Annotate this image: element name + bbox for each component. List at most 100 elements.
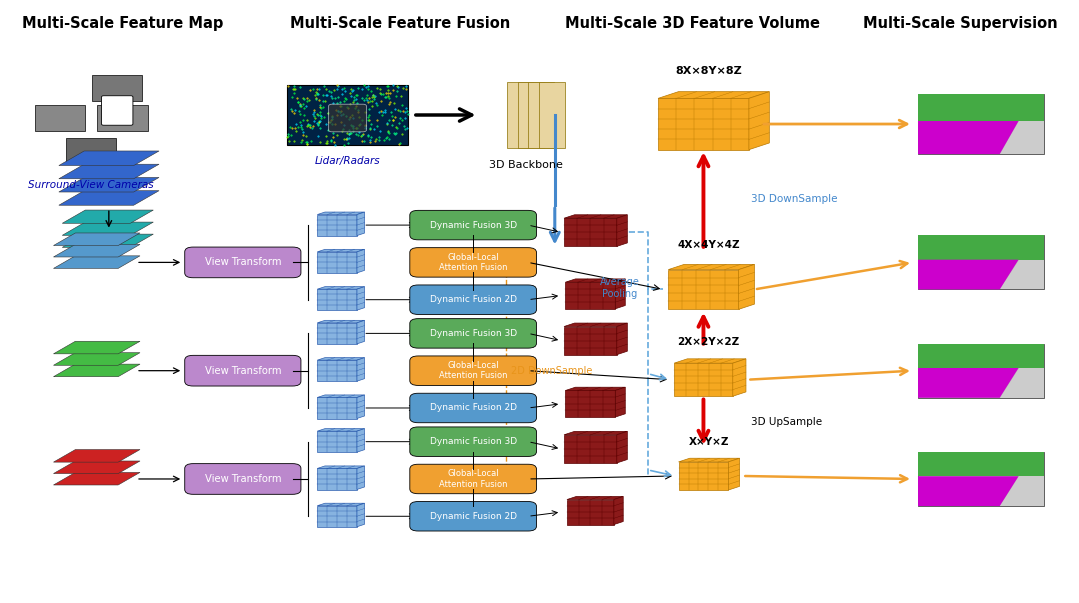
Polygon shape: [54, 461, 140, 473]
FancyBboxPatch shape: [538, 82, 564, 148]
Text: Dynamic Fusion 2D: Dynamic Fusion 2D: [429, 512, 517, 521]
Text: Global-Local
Attention Fusion: Global-Local Attention Fusion: [439, 469, 507, 488]
Text: 3D UpSample: 3D UpSample: [751, 417, 822, 427]
Polygon shape: [357, 429, 365, 452]
Polygon shape: [54, 450, 140, 462]
FancyBboxPatch shape: [518, 82, 544, 148]
FancyBboxPatch shape: [918, 344, 1043, 398]
Polygon shape: [357, 286, 365, 310]
Polygon shape: [728, 458, 739, 490]
FancyBboxPatch shape: [92, 75, 142, 101]
Polygon shape: [63, 234, 153, 247]
FancyBboxPatch shape: [185, 247, 301, 278]
Polygon shape: [317, 469, 357, 490]
Polygon shape: [679, 462, 728, 490]
Polygon shape: [615, 279, 625, 309]
Polygon shape: [317, 466, 365, 469]
FancyBboxPatch shape: [35, 106, 85, 131]
FancyBboxPatch shape: [410, 393, 536, 423]
Polygon shape: [63, 210, 153, 223]
Polygon shape: [317, 358, 365, 360]
FancyBboxPatch shape: [918, 235, 1043, 289]
Polygon shape: [317, 360, 357, 381]
Polygon shape: [357, 504, 365, 527]
Polygon shape: [918, 121, 1019, 154]
Polygon shape: [565, 282, 615, 309]
Text: Global-Local
Attention Fusion: Global-Local Attention Fusion: [439, 361, 507, 380]
Text: 8X×8Y×8Z: 8X×8Y×8Z: [675, 66, 742, 75]
Polygon shape: [566, 499, 614, 525]
Text: Dynamic Fusion 2D: Dynamic Fusion 2D: [429, 295, 517, 304]
Polygon shape: [317, 429, 365, 431]
Polygon shape: [918, 368, 1019, 398]
FancyBboxPatch shape: [66, 139, 117, 164]
FancyBboxPatch shape: [410, 318, 536, 348]
Polygon shape: [317, 320, 365, 323]
FancyBboxPatch shape: [410, 427, 536, 456]
Polygon shape: [317, 286, 365, 289]
Text: Lidar/Radars: Lidar/Radars: [315, 156, 380, 166]
Polygon shape: [54, 256, 140, 268]
Polygon shape: [63, 222, 153, 235]
Polygon shape: [317, 249, 365, 252]
Polygon shape: [674, 363, 733, 396]
FancyBboxPatch shape: [410, 285, 536, 314]
Polygon shape: [59, 177, 159, 192]
Polygon shape: [317, 289, 357, 310]
FancyBboxPatch shape: [410, 248, 536, 277]
Polygon shape: [615, 387, 625, 417]
Text: View Transform: View Transform: [205, 474, 282, 484]
Polygon shape: [1000, 476, 1043, 506]
Polygon shape: [317, 397, 357, 418]
Polygon shape: [614, 496, 624, 525]
Polygon shape: [565, 387, 625, 391]
Polygon shape: [749, 92, 769, 150]
FancyBboxPatch shape: [410, 356, 536, 385]
Text: Multi-Scale Feature Map: Multi-Scale Feature Map: [22, 16, 223, 31]
Polygon shape: [564, 431, 627, 435]
Polygon shape: [668, 270, 739, 309]
FancyBboxPatch shape: [185, 464, 301, 494]
Polygon shape: [1000, 368, 1043, 398]
Text: Multi-Scale Supervision: Multi-Scale Supervision: [862, 16, 1057, 31]
Text: Dynamic Fusion 2D: Dynamic Fusion 2D: [429, 403, 517, 412]
Text: Surround-View Cameras: Surround-View Cameras: [28, 180, 154, 190]
Polygon shape: [679, 458, 739, 462]
Text: Dynamic Fusion 3D: Dynamic Fusion 3D: [429, 221, 517, 230]
Polygon shape: [317, 504, 365, 506]
Text: Global-Local
Attention Fusion: Global-Local Attention Fusion: [439, 253, 507, 272]
Polygon shape: [317, 395, 365, 397]
Text: 2D DownSample: 2D DownSample: [511, 365, 592, 376]
Polygon shape: [59, 151, 159, 166]
Text: View Transform: View Transform: [205, 257, 282, 267]
Text: 3D DownSample: 3D DownSample: [751, 195, 837, 204]
Polygon shape: [564, 215, 627, 218]
FancyBboxPatch shape: [185, 355, 301, 386]
FancyBboxPatch shape: [528, 82, 555, 148]
Polygon shape: [617, 323, 627, 355]
Polygon shape: [658, 98, 749, 150]
Polygon shape: [617, 431, 627, 463]
Polygon shape: [918, 476, 1019, 506]
Text: 4X×4Y×4Z: 4X×4Y×4Z: [678, 241, 740, 250]
Polygon shape: [317, 431, 357, 452]
Text: 2X×2Y×2Z: 2X×2Y×2Z: [678, 336, 740, 347]
FancyBboxPatch shape: [410, 502, 536, 531]
Polygon shape: [674, 359, 746, 363]
Polygon shape: [59, 191, 159, 205]
FancyBboxPatch shape: [507, 82, 533, 148]
Text: Multi-Scale Feature Fusion: Multi-Scale Feature Fusion: [290, 16, 510, 31]
Polygon shape: [357, 466, 365, 490]
Polygon shape: [617, 215, 627, 247]
FancyBboxPatch shape: [918, 452, 1043, 506]
Polygon shape: [357, 212, 365, 236]
Polygon shape: [565, 279, 625, 282]
Polygon shape: [317, 506, 357, 527]
Polygon shape: [918, 452, 1043, 476]
Polygon shape: [918, 235, 1043, 260]
Polygon shape: [918, 344, 1043, 368]
Polygon shape: [564, 435, 617, 463]
Polygon shape: [564, 218, 617, 247]
Polygon shape: [317, 212, 365, 215]
Polygon shape: [564, 327, 617, 355]
